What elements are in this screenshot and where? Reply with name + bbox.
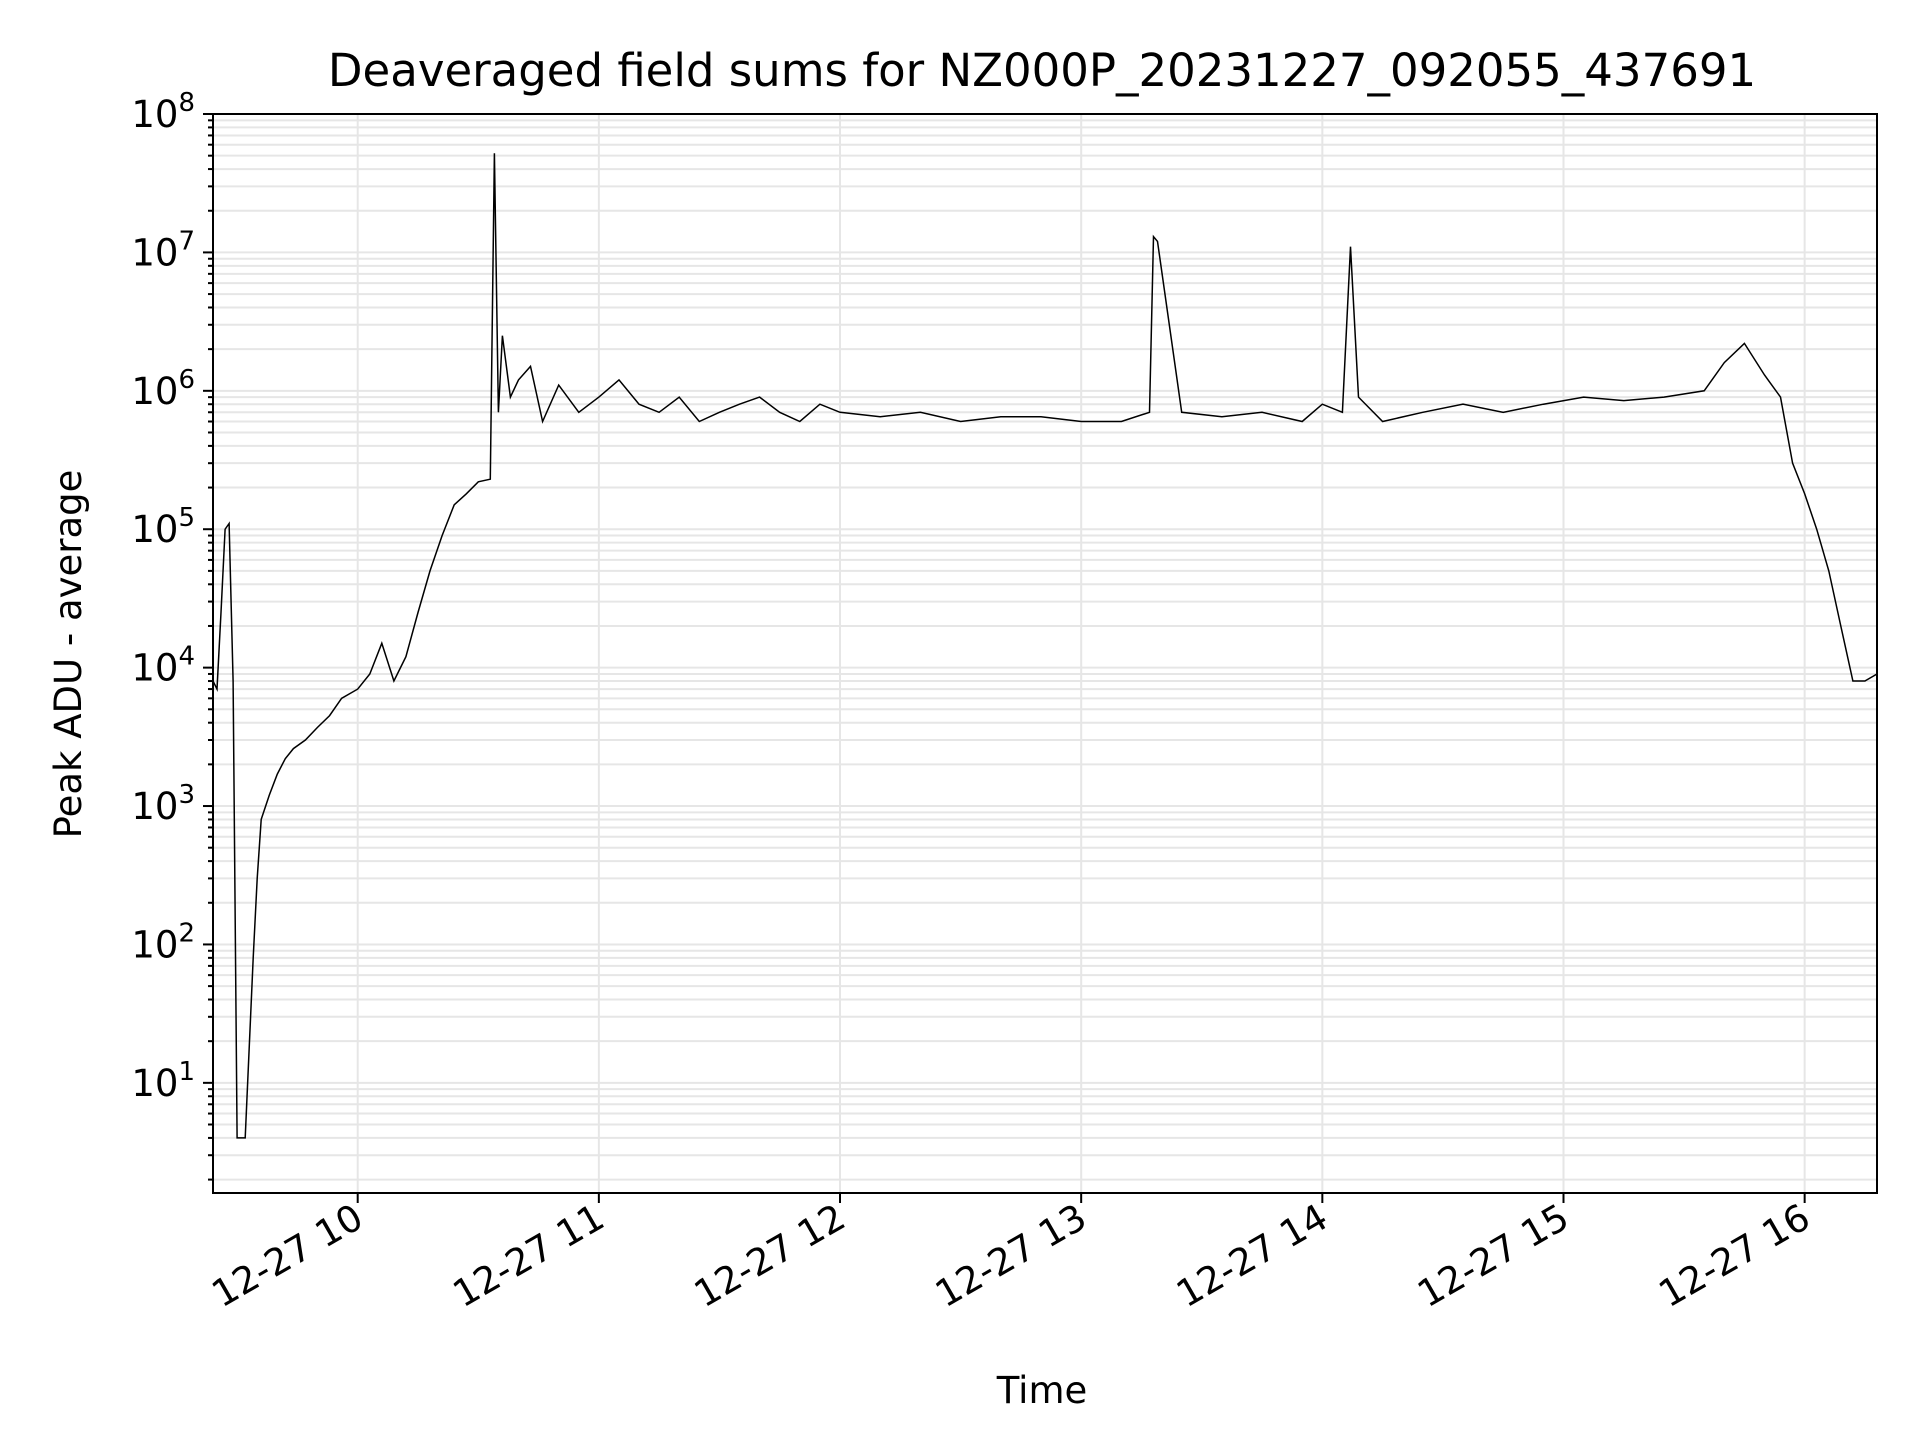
x-tick-label: 12-27 12 <box>687 1196 853 1316</box>
y-tick-label: 102 <box>131 918 195 966</box>
y-tick-label: 107 <box>131 226 195 274</box>
grid <box>213 113 1877 1193</box>
y-tick-label: 101 <box>131 1057 195 1105</box>
x-tick-label: 12-27 14 <box>1169 1196 1335 1316</box>
x-axis-label: Time <box>996 1369 1088 1412</box>
x-axis: 12-27 10 12-27 11 12-27 12 12-27 13 12-27 14… <box>205 1193 1818 1316</box>
x-tick-label: 12-27 15 <box>1410 1196 1576 1316</box>
x-tick-label: 12-27 13 <box>928 1196 1094 1316</box>
y-tick-label: 108 <box>131 88 195 136</box>
plot-frame <box>212 113 1878 1194</box>
y-tick-label: 105 <box>131 503 195 551</box>
x-tick-label: 12-27 11 <box>446 1196 612 1316</box>
x-tick-label: 12-27 16 <box>1652 1196 1818 1316</box>
y-axis: 101 102 103 104 105 106 107 108 <box>131 88 213 1181</box>
y-axis-label: Peak ADU - average <box>47 470 90 839</box>
y-tick-label: 103 <box>131 780 195 828</box>
x-tick-label: 12-27 10 <box>205 1196 371 1316</box>
y-tick-label: 104 <box>131 642 195 690</box>
y-tick-label: 106 <box>131 365 195 413</box>
chart-title: Deaveraged field sums for NZ000P_2023122… <box>328 44 1756 97</box>
series-line <box>212 153 1878 1139</box>
